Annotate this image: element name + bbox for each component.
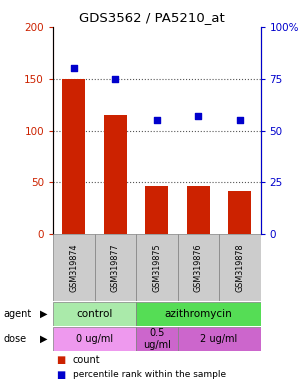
Bar: [95, 234, 136, 301]
Text: GSM319876: GSM319876: [194, 243, 203, 292]
Text: GSM319877: GSM319877: [111, 243, 120, 292]
Point: [237, 117, 242, 123]
Point: [196, 113, 201, 119]
Bar: [62, 79, 85, 234]
Text: count: count: [73, 356, 100, 366]
Bar: [53, 302, 136, 326]
Bar: [53, 234, 95, 301]
Text: dose: dose: [3, 334, 26, 344]
Point: [71, 65, 76, 71]
Text: percentile rank within the sample: percentile rank within the sample: [73, 370, 226, 379]
Text: 2 ug/ml: 2 ug/ml: [201, 334, 238, 344]
Bar: [104, 115, 127, 234]
Text: azithromycin: azithromycin: [165, 309, 232, 319]
Bar: [178, 234, 219, 301]
Bar: [187, 185, 210, 234]
Bar: [136, 327, 178, 351]
Text: GSM319875: GSM319875: [152, 243, 161, 292]
Bar: [219, 234, 261, 301]
Bar: [136, 302, 261, 326]
Bar: [145, 185, 168, 234]
Text: ■: ■: [56, 356, 65, 366]
Text: 0 ug/ml: 0 ug/ml: [76, 334, 113, 344]
Text: ■: ■: [56, 370, 65, 380]
Text: control: control: [76, 309, 113, 319]
Text: GSM319874: GSM319874: [69, 243, 78, 292]
Text: ▶: ▶: [40, 309, 48, 319]
Bar: [228, 191, 251, 234]
Bar: [178, 327, 261, 351]
Text: agent: agent: [3, 309, 31, 319]
Point: [113, 76, 118, 82]
Bar: [136, 234, 178, 301]
Point: [154, 117, 159, 123]
Text: GDS3562 / PA5210_at: GDS3562 / PA5210_at: [78, 12, 225, 25]
Text: GSM319878: GSM319878: [235, 243, 244, 292]
Text: ▶: ▶: [40, 334, 48, 344]
Bar: [53, 327, 136, 351]
Text: 0.5
ug/ml: 0.5 ug/ml: [143, 328, 171, 350]
